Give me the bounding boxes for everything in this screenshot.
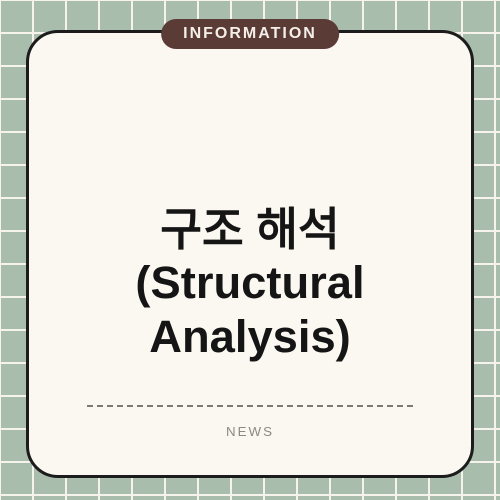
content-card: 구조 해석 (Structural Analysis) NEWS (26, 30, 474, 478)
main-title: 구조 해석 (Structural Analysis) (75, 203, 425, 363)
info-pill: INFORMATION (161, 19, 339, 49)
grid-background: 구조 해석 (Structural Analysis) NEWS INFORMA… (0, 0, 500, 500)
footer-label: NEWS (226, 424, 274, 439)
dashed-divider (87, 405, 413, 407)
